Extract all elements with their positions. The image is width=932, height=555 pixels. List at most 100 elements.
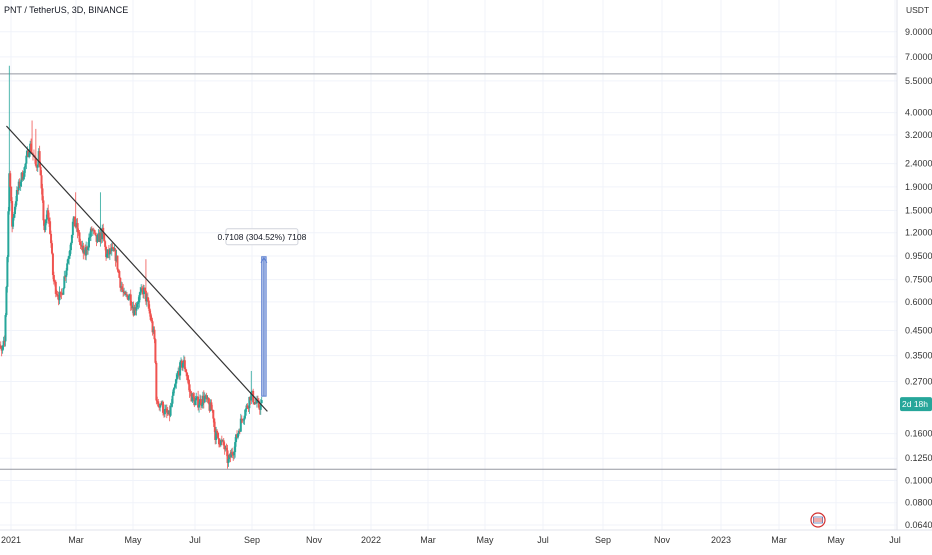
candle	[239, 413, 242, 432]
candle-body	[0, 345, 2, 349]
horizontal-levels[interactable]	[0, 73, 897, 470]
candle-body	[244, 409, 247, 416]
x-tick-label: 2021	[1, 535, 21, 545]
time-axis[interactable]: 2021 Mar May Jul Sep Nov 2022 Mar May Jul Sep Nov 20…	[1, 535, 901, 545]
candle	[146, 292, 149, 302]
candle	[76, 218, 79, 239]
candle-body	[191, 393, 194, 402]
candle	[151, 317, 154, 336]
trendline-layer[interactable]	[5, 125, 268, 412]
candle-body	[108, 248, 111, 255]
candle	[41, 183, 44, 203]
candle	[143, 284, 146, 299]
candle-body	[150, 319, 153, 322]
candle-body	[159, 403, 162, 408]
candle-body	[10, 186, 13, 201]
candle-body	[24, 163, 27, 168]
candle-body	[63, 276, 66, 289]
candle-body	[7, 211, 10, 257]
candle-body	[13, 206, 16, 214]
measure-tool[interactable]: 0.7108 (304.52%) 7108	[217, 228, 307, 397]
candle	[199, 395, 202, 411]
candle	[62, 287, 65, 295]
current-price-badge-bg	[900, 397, 932, 412]
x-tick-label: May	[827, 535, 845, 545]
candle	[0, 341, 2, 349]
candle-body	[243, 415, 246, 420]
candle-body	[117, 269, 120, 272]
candle-body	[49, 221, 52, 234]
candle-body	[90, 228, 93, 231]
candle-body	[101, 227, 104, 240]
candle-body	[212, 410, 215, 419]
candle-body	[78, 232, 81, 243]
candle-body	[105, 246, 108, 258]
candle	[165, 404, 168, 419]
candle-body	[62, 288, 65, 295]
x-tick-label: Nov	[654, 535, 671, 545]
candle-body	[138, 295, 141, 303]
candle-body	[23, 167, 26, 177]
candle-body	[9, 173, 12, 187]
candle	[73, 216, 76, 227]
candle	[124, 290, 127, 295]
candle-body	[118, 271, 121, 278]
candle	[85, 241, 88, 261]
candle	[205, 392, 208, 403]
flag-icon-field	[813, 516, 823, 524]
flag-icon[interactable]	[810, 512, 826, 528]
candle	[149, 310, 152, 322]
y-tick-label: 1.2000	[905, 228, 932, 238]
candle-body	[146, 297, 149, 301]
candle-body	[14, 201, 17, 207]
candle-body	[136, 303, 139, 308]
candle	[244, 408, 247, 419]
candle-body	[147, 300, 150, 309]
candle-body	[216, 430, 219, 433]
candle	[240, 415, 243, 424]
y-tick-label: 2.4000	[905, 159, 932, 169]
y-tick-label: 0.1600	[905, 429, 932, 439]
candle	[10, 186, 13, 204]
candle-body	[94, 232, 97, 236]
candle-body	[124, 291, 127, 295]
candle-body	[181, 362, 184, 368]
candle-body	[28, 152, 31, 157]
candle	[63, 270, 66, 290]
candle	[207, 397, 210, 405]
candle-body	[165, 408, 168, 413]
candle-body	[236, 433, 239, 438]
candle-body	[106, 253, 109, 258]
candle	[24, 162, 27, 173]
y-tick-label: 7.0000	[905, 52, 932, 62]
candle	[5, 285, 8, 317]
candle-body	[233, 452, 236, 456]
candle-body	[56, 294, 59, 297]
candle	[30, 138, 33, 154]
candle	[12, 216, 15, 230]
x-tick-label: Sep	[595, 535, 611, 545]
candle-body	[155, 362, 158, 401]
price-axis[interactable]: 9.0000 7.0000 5.5000 4.0000 3.2000 2.4000 1.90…	[905, 27, 932, 530]
candle-body	[199, 399, 202, 406]
price-axis-currency: USDT	[906, 5, 929, 15]
candle-body	[219, 440, 222, 446]
candle-body	[176, 374, 179, 379]
current-price-badge: 2d 18h	[900, 397, 932, 412]
trendline[interactable]	[5, 125, 268, 412]
candle-body	[192, 393, 195, 398]
candle-body	[93, 230, 96, 233]
candle-body	[12, 217, 15, 227]
candle-body	[189, 391, 192, 393]
candle-body	[179, 362, 182, 376]
candle-body	[156, 400, 159, 402]
candle-body	[183, 360, 186, 370]
x-tick-label: Jul	[889, 535, 901, 545]
candle-body	[104, 241, 107, 247]
candle	[237, 428, 240, 436]
candle	[23, 166, 26, 180]
candle	[103, 232, 106, 242]
